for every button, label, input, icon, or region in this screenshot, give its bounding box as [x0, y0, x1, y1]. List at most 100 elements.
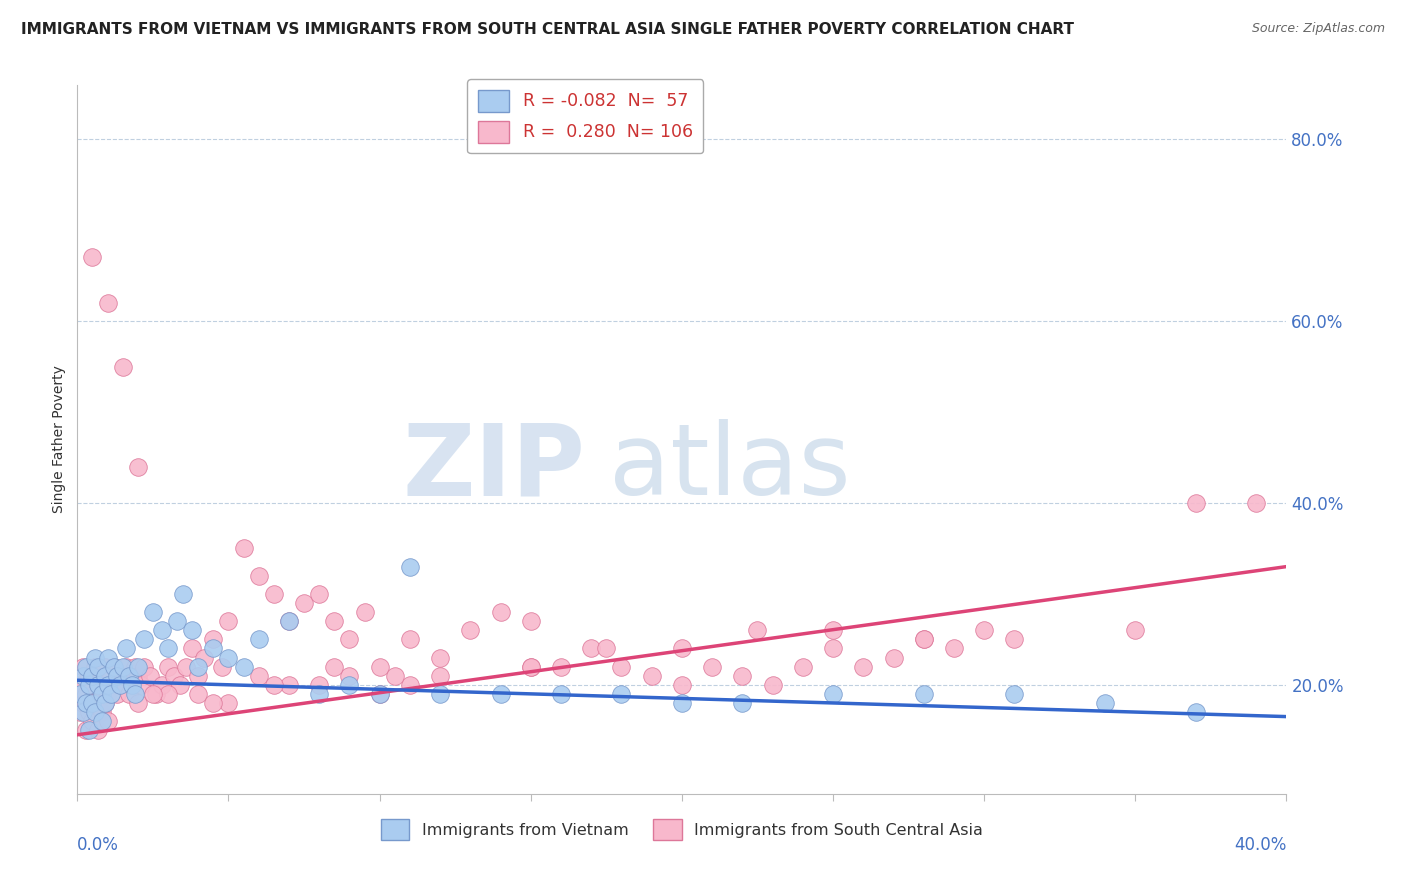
Point [69, 687, 91, 701]
Point [821, 641, 844, 656]
Point [323, 614, 346, 628]
Point [121, 678, 143, 692]
Point [337, 632, 360, 647]
Point [973, 624, 995, 638]
Point [118, 669, 141, 683]
Point [702, 659, 724, 673]
Point [90, 714, 112, 728]
Point [384, 669, 406, 683]
Point [150, 624, 173, 638]
Point [93, 696, 115, 710]
Point [114, 641, 136, 656]
Point [111, 659, 134, 673]
Point [792, 659, 814, 673]
Point [132, 632, 155, 647]
Point [111, 669, 134, 683]
Point [181, 624, 204, 638]
Point [79, 678, 101, 692]
Point [942, 641, 965, 656]
Point [353, 605, 375, 619]
Point [610, 687, 633, 701]
Point [912, 632, 935, 647]
Point [337, 678, 360, 692]
Point [72, 705, 94, 719]
Point [211, 659, 233, 673]
Text: IMMIGRANTS FROM VIETNAM VS IMMIGRANTS FROM SOUTH CENTRAL ASIA SINGLE FATHER POVE: IMMIGRANTS FROM VIETNAM VS IMMIGRANTS FR… [21, 22, 1074, 37]
Point [93, 659, 115, 673]
Point [1004, 687, 1026, 701]
Point [520, 614, 543, 628]
Point [96, 714, 118, 728]
Point [139, 669, 162, 683]
Point [96, 650, 118, 665]
Point [111, 359, 134, 374]
Point [747, 624, 769, 638]
Point [105, 669, 128, 683]
Point [337, 669, 360, 683]
Point [671, 678, 693, 692]
Point [489, 687, 512, 701]
Point [429, 650, 451, 665]
Point [103, 659, 125, 673]
Point [202, 696, 225, 710]
Point [108, 678, 131, 692]
Point [69, 705, 91, 719]
Point [129, 678, 152, 692]
Point [181, 641, 204, 656]
Point [218, 696, 240, 710]
Point [142, 605, 165, 619]
Point [93, 696, 115, 710]
Point [1184, 496, 1206, 510]
Point [1094, 696, 1116, 710]
Point [399, 678, 422, 692]
Point [82, 714, 104, 728]
Point [429, 687, 451, 701]
Point [232, 659, 254, 673]
Point [145, 687, 167, 701]
Point [218, 650, 240, 665]
Point [232, 541, 254, 556]
Point [87, 678, 110, 692]
Point [79, 723, 101, 738]
Point [368, 659, 391, 673]
Point [1184, 705, 1206, 719]
Point [187, 687, 209, 701]
Point [174, 659, 197, 673]
Point [127, 659, 149, 673]
Point [84, 696, 107, 710]
Point [157, 641, 180, 656]
Y-axis label: Single Father Poverty: Single Father Poverty [52, 366, 66, 513]
Point [96, 687, 118, 701]
Point [127, 669, 149, 683]
Point [520, 659, 543, 673]
Point [75, 687, 97, 701]
Point [169, 678, 191, 692]
Point [308, 587, 330, 601]
Point [108, 678, 131, 692]
Point [595, 641, 617, 656]
Point [308, 678, 330, 692]
Text: ZIP: ZIP [402, 419, 585, 516]
Point [96, 678, 118, 692]
Point [90, 705, 112, 719]
Point [193, 650, 215, 665]
Point [172, 587, 194, 601]
Point [278, 614, 301, 628]
Point [610, 659, 633, 673]
Point [247, 632, 270, 647]
Point [671, 696, 693, 710]
Point [82, 251, 104, 265]
Point [105, 687, 128, 701]
Point [399, 559, 422, 574]
Point [581, 641, 603, 656]
Point [72, 696, 94, 710]
Point [263, 587, 285, 601]
Point [87, 723, 110, 738]
Point [100, 687, 122, 701]
Point [278, 614, 301, 628]
Point [218, 614, 240, 628]
Point [202, 632, 225, 647]
Point [912, 687, 935, 701]
Point [163, 669, 186, 683]
Point [1004, 632, 1026, 647]
